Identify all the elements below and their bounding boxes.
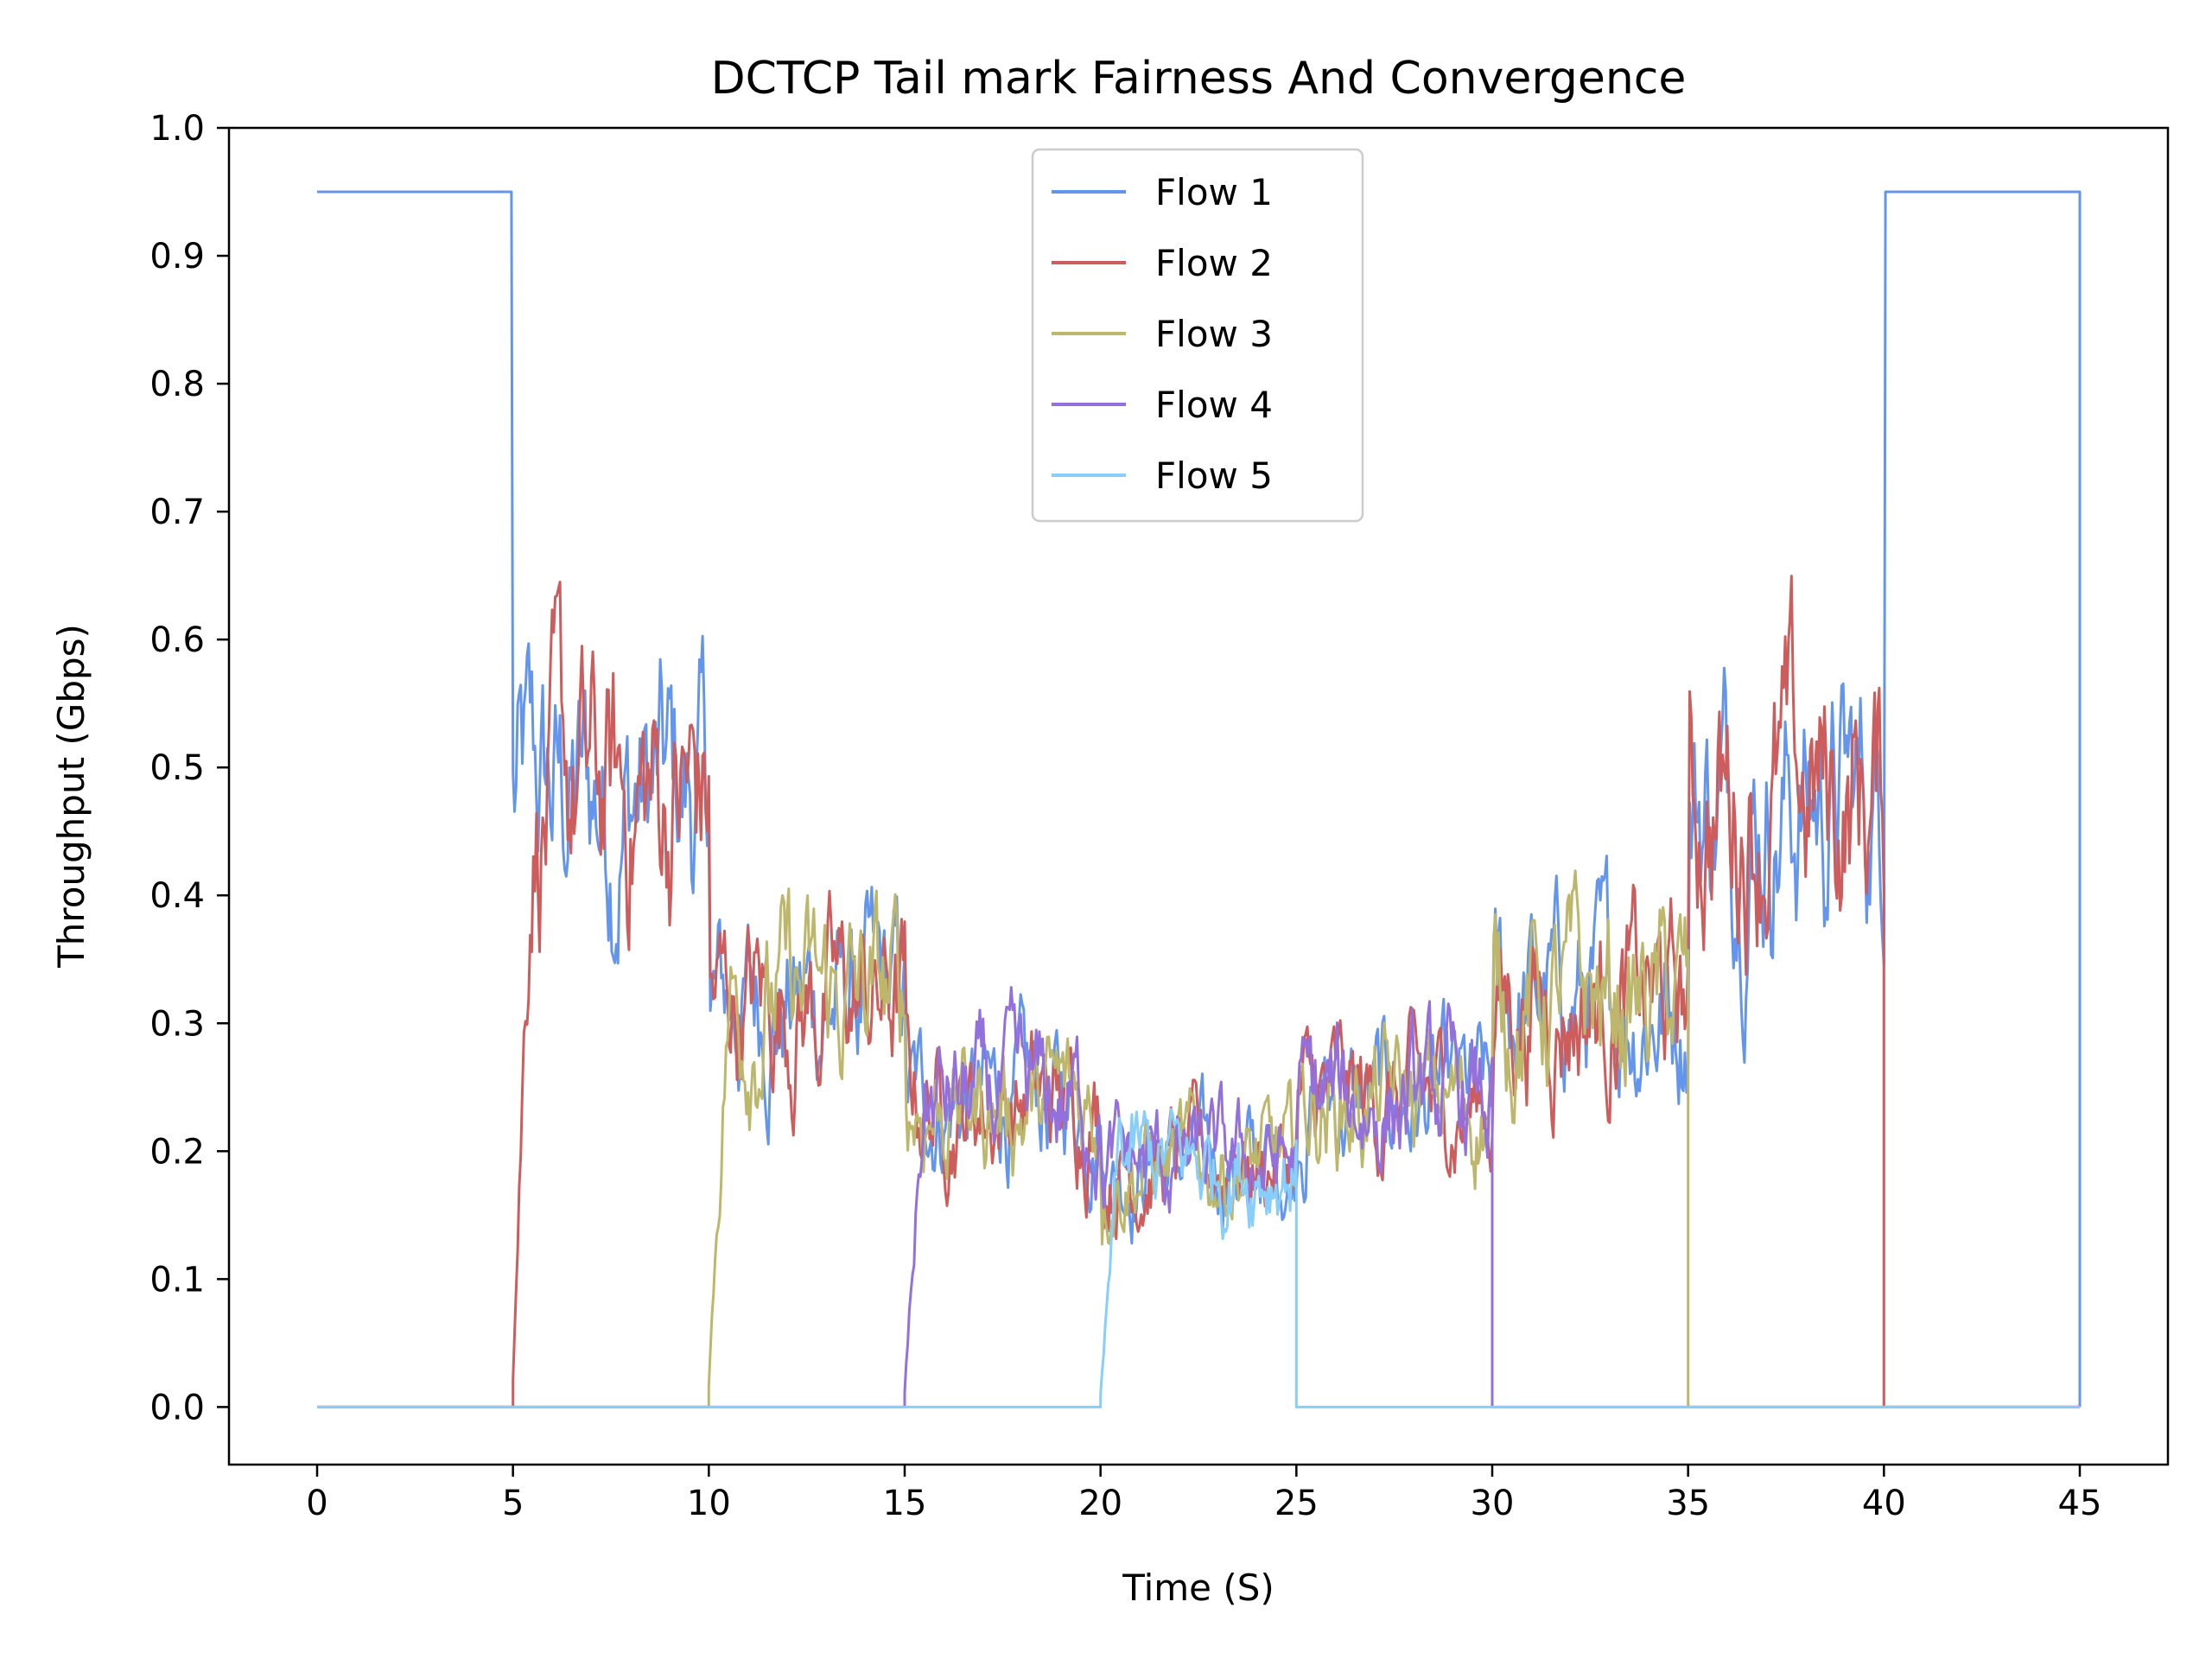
y-tick-label: 0.9 xyxy=(149,237,205,276)
y-tick-label: 0.0 xyxy=(149,1388,205,1427)
x-tick-label: 30 xyxy=(1471,1484,1515,1523)
series-line-flow-4 xyxy=(317,986,2080,1408)
y-axis: 0.0 0.1 0.2 0.3 0.4 0.5 0.6 0.7 0.8 0.9 1.0 xyxy=(149,109,229,1427)
legend-label: Flow 5 xyxy=(1155,454,1273,497)
legend-box xyxy=(1031,148,1364,523)
y-tick-label: 0.4 xyxy=(149,876,205,916)
y-tick-label: 0.8 xyxy=(149,365,205,404)
y-tick-label: 0.1 xyxy=(149,1260,205,1300)
x-axis-label: Time (S) xyxy=(1122,1567,1274,1609)
y-tick-label: 0.7 xyxy=(149,493,205,532)
x-axis: 0 5 10 15 20 25 30 35 40 45 xyxy=(306,1465,2101,1523)
x-tick-label: 10 xyxy=(687,1484,731,1523)
series-layer xyxy=(317,190,2082,1408)
legend-label: Flow 1 xyxy=(1155,171,1273,213)
y-tick-label: 0.6 xyxy=(149,620,205,660)
x-tick-label: 0 xyxy=(306,1484,327,1523)
y-tick-label: 0.2 xyxy=(149,1132,205,1172)
x-tick-label: 20 xyxy=(1078,1484,1122,1523)
chart-title: DCTCP Tail mark Fairness And Convergence xyxy=(711,53,1687,105)
legend: Flow 1 Flow 2 Flow 3 Flow 4 Flow 5 xyxy=(1031,148,1364,523)
series-line-flow-5 xyxy=(317,1108,2080,1408)
legend-label: Flow 2 xyxy=(1155,242,1273,284)
x-tick-label: 25 xyxy=(1274,1484,1319,1523)
y-tick-label: 0.3 xyxy=(149,1004,205,1044)
x-tick-label: 35 xyxy=(1666,1484,1710,1523)
legend-label: Flow 4 xyxy=(1155,384,1273,426)
y-tick-label: 0.5 xyxy=(149,748,205,788)
y-tick-label: 1.0 xyxy=(149,109,205,149)
x-tick-label: 5 xyxy=(502,1484,524,1523)
x-tick-label: 40 xyxy=(1862,1484,1906,1523)
series-line-flow-3 xyxy=(317,869,2080,1408)
plot-frame xyxy=(227,126,2170,1466)
legend-label: Flow 3 xyxy=(1155,313,1273,355)
x-tick-label: 15 xyxy=(883,1484,927,1523)
y-axis-label: Throughput (Gbps) xyxy=(50,624,92,969)
x-tick-label: 45 xyxy=(2058,1484,2102,1523)
